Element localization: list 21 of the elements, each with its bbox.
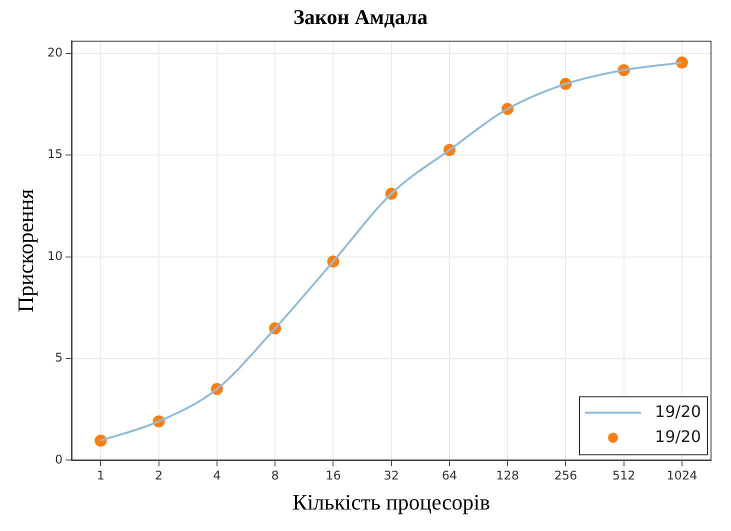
legend-label: 19/20 <box>654 426 701 446</box>
y-tick-label: 20 <box>47 46 63 60</box>
x-tick-label: 8 <box>271 468 279 483</box>
x-tick-label: 1 <box>96 468 105 483</box>
y-tick-label: 15 <box>47 147 63 162</box>
x-tick-label: 32 <box>384 468 399 483</box>
y-tick-label: 0 <box>55 452 63 466</box>
x-tick-label: 512 <box>612 468 636 483</box>
x-tick-label: 4 <box>213 468 221 483</box>
x-tick-label: 128 <box>496 468 520 483</box>
x-tick-label: 256 <box>554 468 578 483</box>
y-tick-label: 10 <box>47 248 63 263</box>
legend-label: 19/20 <box>654 402 701 421</box>
chart-title: Закон Амдала <box>293 5 428 30</box>
x-tick-label: 1024 <box>666 468 698 483</box>
y-axis-title: Прискорення <box>12 188 38 312</box>
x-tick-label: 2 <box>155 468 163 483</box>
x-tick-label: 64 <box>442 468 458 483</box>
y-tick-label: 5 <box>55 350 63 365</box>
x-axis-title: Кількість процесорів <box>292 490 490 515</box>
x-tick-label: 16 <box>326 468 341 483</box>
